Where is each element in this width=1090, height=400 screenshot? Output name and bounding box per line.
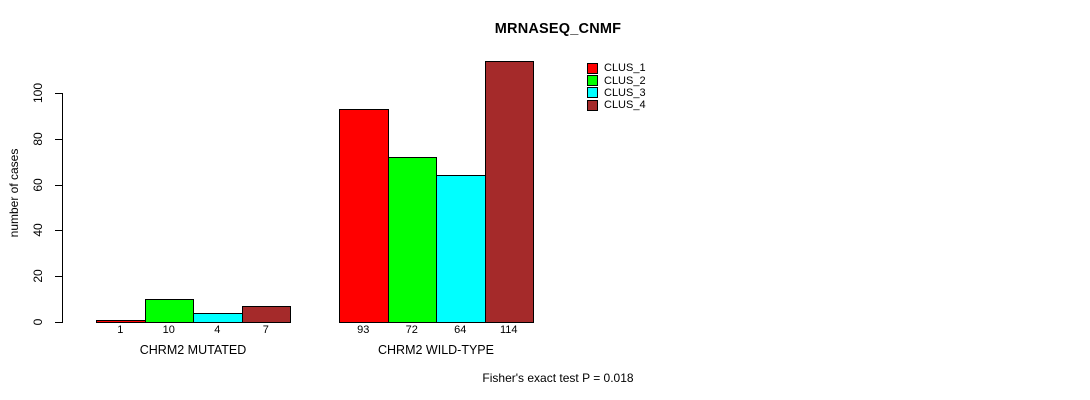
legend-item: CLUS_1 bbox=[587, 62, 646, 74]
group-label: CHRM2 MUTATED bbox=[139, 343, 247, 357]
bar-clus_1-group1 bbox=[96, 320, 146, 323]
y-tick bbox=[55, 185, 62, 186]
bar-value-label: 114 bbox=[499, 324, 518, 336]
legend-label: CLUS_4 bbox=[604, 99, 646, 112]
legend-swatch bbox=[587, 99, 598, 111]
y-tick bbox=[55, 276, 62, 277]
legend-item: CLUS_3 bbox=[587, 87, 646, 99]
legend-swatch bbox=[587, 62, 598, 74]
y-tick-label: 60 bbox=[31, 178, 45, 192]
legend-item: CLUS_2 bbox=[587, 74, 646, 87]
bar-value-label: 64 bbox=[454, 324, 467, 336]
bar-value-label: 72 bbox=[405, 324, 418, 336]
legend-swatch bbox=[587, 75, 598, 87]
chart-title: MRNASEQ_CNMF bbox=[494, 21, 622, 37]
bar-clus_4-group2 bbox=[485, 61, 534, 323]
legend-label: CLUS_3 bbox=[604, 86, 646, 99]
bar-value-label: 4 bbox=[214, 324, 221, 336]
bar-clus_4-group1 bbox=[242, 306, 291, 323]
y-tick bbox=[55, 93, 62, 94]
bar-clus_2-group2 bbox=[388, 157, 437, 323]
bar-value-label: 93 bbox=[357, 324, 370, 336]
bar-clus_3-group2 bbox=[436, 175, 486, 323]
legend-label: CLUS_1 bbox=[604, 62, 646, 75]
bar-value-label: 7 bbox=[262, 324, 269, 336]
y-tick-label: 80 bbox=[31, 132, 45, 146]
y-tick bbox=[55, 139, 62, 140]
y-tick bbox=[55, 230, 62, 231]
legend-item: CLUS_4 bbox=[587, 99, 646, 111]
bar-value-label: 1 bbox=[117, 324, 124, 336]
stat-annotation: Fisher's exact test P = 0.018 bbox=[482, 371, 634, 385]
y-tick-label: 20 bbox=[31, 269, 45, 283]
legend-label: CLUS_2 bbox=[604, 74, 646, 87]
legend-swatch bbox=[587, 87, 598, 99]
y-tick bbox=[55, 322, 62, 323]
group-label: CHRM2 WILD-TYPE bbox=[378, 343, 494, 357]
y-axis-line bbox=[62, 93, 63, 323]
bar-clus_2-group1 bbox=[145, 299, 194, 323]
bar-clus_3-group1 bbox=[193, 313, 243, 323]
legend: CLUS_1 CLUS_2 CLUS_3 CLUS_4 bbox=[587, 62, 646, 112]
bar-value-label: 10 bbox=[162, 324, 175, 336]
y-tick-label: 40 bbox=[31, 223, 45, 237]
y-tick-label: 100 bbox=[31, 82, 45, 104]
y-tick-label: 0 bbox=[31, 318, 45, 326]
bar-clus_1-group2 bbox=[339, 109, 389, 323]
